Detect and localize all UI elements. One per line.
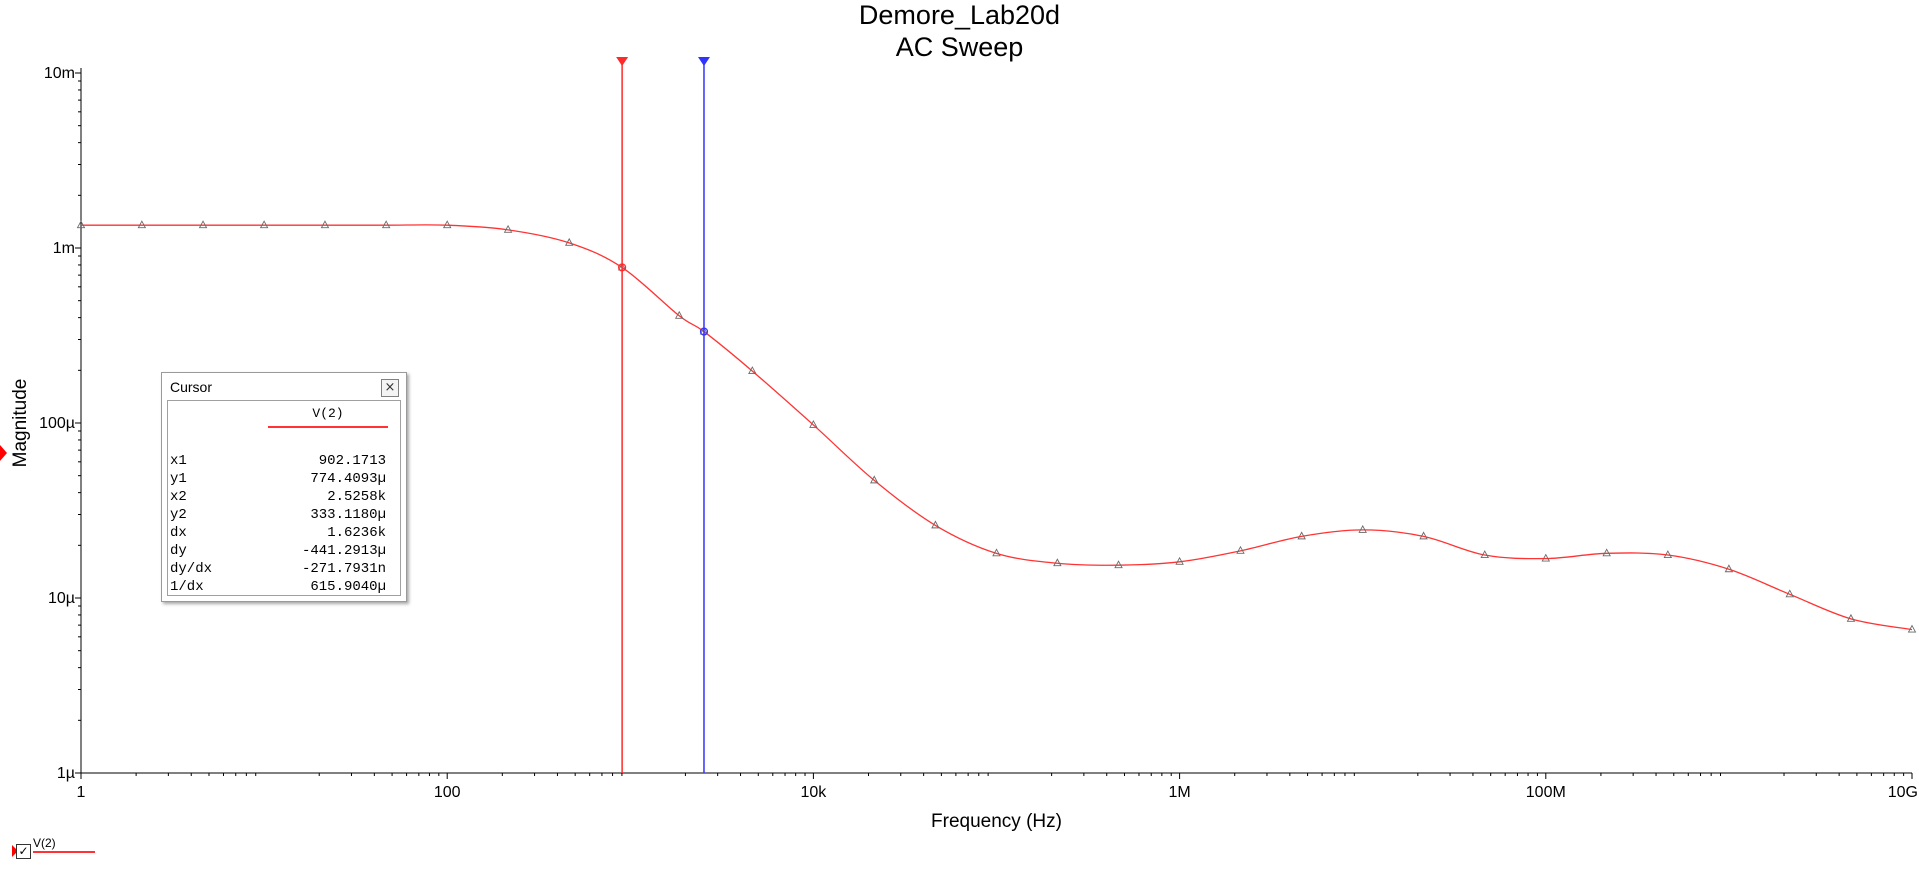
cursor-readout-key: 1/dx: [170, 579, 204, 595]
cursor-readout-row: y1 774.4093µ: [170, 471, 392, 489]
cursor-readout-key: x2: [170, 489, 187, 505]
y-tick-label: 1µ: [57, 765, 75, 782]
x-tick-label: 100M: [1526, 784, 1566, 801]
cursor-readout-key: y2: [170, 507, 187, 523]
series-marker: [870, 475, 879, 484]
x-tick-label: 100: [434, 784, 461, 801]
cursor-layer[interactable]: [616, 57, 710, 773]
cursor-1-marker: [618, 263, 627, 272]
series-marker: [1785, 589, 1795, 598]
cursor-1-handle: [616, 57, 629, 66]
series-marker: [564, 237, 574, 246]
series-marker: [1358, 524, 1367, 533]
cursor-window-title: Cursor: [170, 379, 213, 395]
cursor-readout-value: -441.2913µ: [301, 543, 386, 559]
x-tick-label: 10k: [801, 784, 828, 801]
series-marker: [674, 310, 684, 319]
cursor-readout-key: dx: [170, 525, 187, 541]
cursor-readout-row: dy/dx -271.7931n: [170, 561, 392, 579]
y-axis-selected-arrow-icon: [0, 445, 7, 461]
series-marker: [1053, 558, 1062, 567]
cursor-readout-key: x1: [170, 453, 187, 469]
series-marker: [1541, 553, 1551, 562]
y-axis-label: Magnitude: [10, 379, 31, 468]
series-marker: [1114, 560, 1123, 569]
series-marker: [809, 419, 818, 428]
series-marker: [259, 220, 269, 229]
cursor-readout-key: dy: [170, 543, 187, 559]
cursor-readout-key: dy/dx: [170, 561, 213, 577]
trace-legend: ✓ V(2): [12, 836, 95, 866]
cursor-readout-row: dy -441.2913µ: [170, 543, 392, 561]
series-marker: [381, 220, 391, 229]
series-marker: [1724, 564, 1734, 573]
cursor-readout-row: x1 902.1713: [170, 453, 392, 471]
series-marker: [76, 220, 86, 229]
trace-visibility-checkbox[interactable]: ✓: [16, 844, 31, 859]
y-tick-label: 10µ: [48, 590, 75, 607]
cursor-2-handle: [697, 57, 710, 66]
cursor-readout-row: dx 1.6236k: [170, 525, 392, 543]
series-marker: [1297, 531, 1306, 540]
series-marker: [137, 220, 147, 229]
chart-subtitle: AC Sweep: [895, 32, 1024, 62]
cursor-readout-panel: V(2) x1 902.1713 y1 774.4093µ x2 2.5258k y2 333…: [167, 400, 401, 596]
cursor-window-titlebar[interactable]: Cursor ×: [162, 373, 406, 399]
cursor-readout-key: y1: [170, 471, 187, 487]
cursor-readout-value: -271.7931n: [301, 561, 386, 577]
series-marker: [1236, 545, 1245, 554]
series-marker: [1602, 548, 1611, 557]
series-marker: [198, 220, 208, 229]
cursor-2-marker: [699, 327, 709, 336]
series-marker: [442, 220, 452, 229]
x-tick-label: 10G: [1888, 784, 1918, 801]
y-tick-label: 10m: [44, 65, 75, 82]
series-marker: [503, 224, 513, 233]
legend-selected-arrow-icon: [12, 845, 18, 857]
cursor-readout-row: x2 2.5258k: [170, 489, 392, 507]
close-icon[interactable]: ×: [381, 379, 399, 397]
series-marker: [1846, 613, 1856, 622]
series-marker: [992, 548, 1001, 557]
cursor-readout-value: 774.4093µ: [310, 471, 386, 487]
cursor-readout-rows: x1 902.1713 y1 774.4093µ x2 2.5258k y2 333.1180…: [170, 453, 392, 597]
cursor-readout-value: 615.9040µ: [310, 579, 386, 595]
y-tick-label: 100µ: [39, 415, 75, 432]
series-marker: [1907, 624, 1917, 633]
x-axis-label: Frequency (Hz): [931, 811, 1062, 832]
y-tick-label: 1m: [53, 240, 75, 257]
cursor-readout-value: 333.1180µ: [310, 507, 386, 523]
cursor-readout-window[interactable]: Cursor × V(2) x1 902.1713 y1 774.4093µ x2 2.5…: [161, 372, 407, 602]
legend-trace-label[interactable]: V(2): [33, 836, 56, 850]
cursor-trace-name: V(2): [312, 406, 344, 421]
cursor-readout-value: 2.5258k: [327, 489, 386, 505]
cursor-readout-row: 1/dx 615.9040µ: [170, 579, 392, 597]
x-tick-label: 1M: [1168, 784, 1190, 801]
series-marker: [931, 520, 940, 529]
chart-title: Demore_Lab20d: [858, 0, 1061, 30]
series-marker: [1663, 550, 1673, 558]
plot-axes: 10m 1m 100µ 10µ 1µ1 100 10k 1M 100M 10G Frequency …: [0, 65, 1918, 832]
x-tick-label: 1: [77, 784, 86, 801]
series-marker: [748, 366, 757, 375]
series-marker: [320, 220, 330, 229]
cursor-readout-value: 902.1713: [318, 453, 386, 469]
cursor-trace-swatch: [268, 426, 388, 428]
cursor-readout-value: 1.6236k: [327, 525, 386, 541]
legend-trace-swatch: [33, 851, 95, 853]
series-marker: [1480, 550, 1489, 558]
series-marker: [1419, 531, 1428, 540]
cursor-readout-row: y2 333.1180µ: [170, 507, 392, 525]
series-marker: [1175, 556, 1184, 565]
curve-layer: [76, 220, 1917, 633]
